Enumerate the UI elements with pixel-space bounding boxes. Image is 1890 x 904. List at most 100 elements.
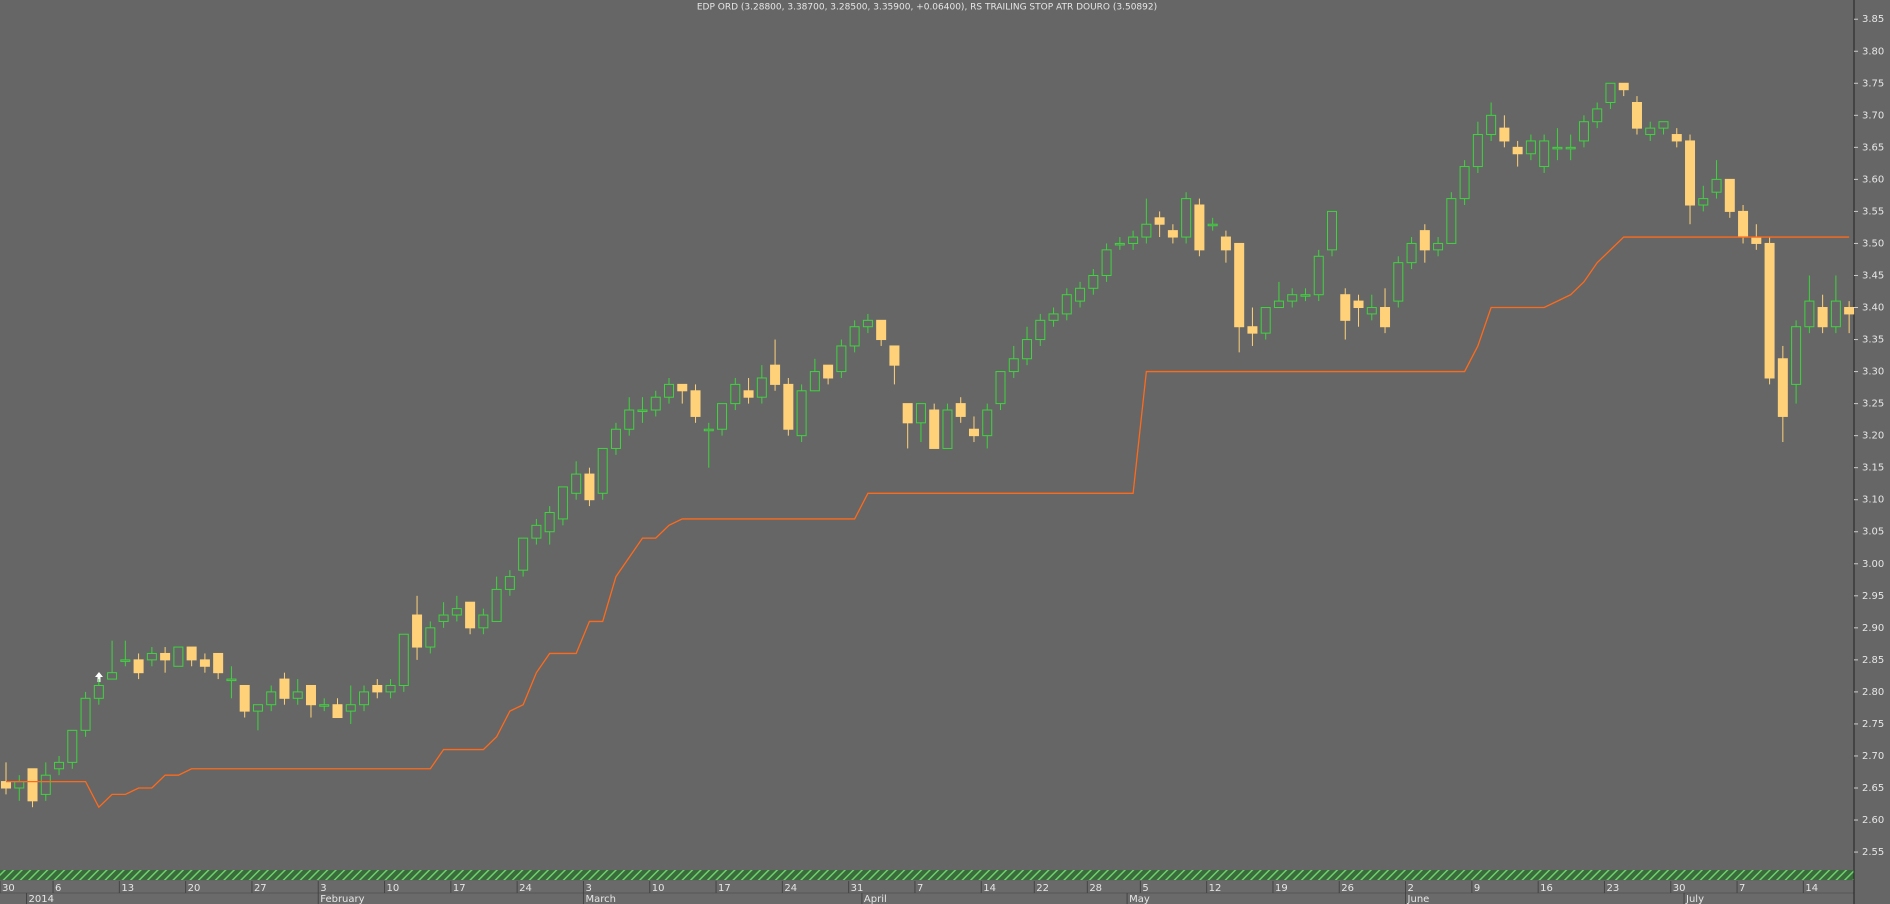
candle-body [1340,294,1351,321]
candle-body [438,614,449,622]
x-tick-label: 17 [718,883,731,894]
y-tick-label: 3.85 [1862,14,1884,25]
candle-body [239,684,250,712]
candle-body [226,678,237,682]
candle-body [491,588,502,622]
candle-body [279,678,290,699]
candle-body [451,608,462,616]
candle-body [425,627,436,648]
month-label: June [1407,894,1430,904]
candle-body [1353,300,1364,309]
y-tick-label: 3.65 [1862,142,1884,153]
candle-body [1724,178,1735,212]
y-tick-label: 2.65 [1862,783,1884,794]
candle-body [385,684,396,693]
y-tick-label: 3.40 [1862,303,1884,314]
y-tick-label: 2.60 [1862,815,1884,826]
y-tick-label: 3.55 [1862,206,1884,217]
candle-body [1287,294,1298,302]
candle-body [677,383,688,392]
y-tick-label: 3.75 [1862,78,1884,89]
candle-body [252,704,263,712]
candle-body [876,319,887,341]
candle-body [266,691,277,706]
candle-body [902,403,913,424]
y-tick-label: 3.05 [1862,527,1884,538]
x-tick-label: 24 [519,883,532,894]
candle-body [942,409,953,449]
y-tick-label: 3.35 [1862,335,1884,346]
candle-body [93,684,104,699]
candle-body [1300,294,1311,297]
y-tick-label: 3.20 [1862,431,1884,442]
candle-body [160,652,171,661]
candle-body [186,646,197,661]
candle-body [1618,82,1629,91]
candle-body [557,486,568,520]
candle-body [783,383,794,430]
x-tick-label: 5 [1142,883,1148,894]
candle-body [332,704,343,719]
month-label: April [864,894,887,904]
candle-body [199,659,210,667]
x-tick-label: 22 [1036,883,1049,894]
candle-body [1022,339,1033,360]
candle-body [1751,236,1762,244]
candle-body [637,409,648,413]
candle-body [703,428,714,432]
candle-body [1525,140,1536,155]
candle-body [730,383,741,405]
y-tick-label: 3.15 [1862,463,1884,474]
candle-body [982,409,993,437]
candle-body [1075,287,1086,302]
candle-body [650,396,661,411]
candle-body [1234,242,1245,328]
candle-body [1101,249,1112,276]
candle-body [1313,255,1324,296]
candle-body [531,524,542,539]
candle-body [213,652,224,674]
candle-body [1220,236,1231,251]
candle-body [1380,307,1391,328]
candle-body [849,326,860,347]
x-tick-label: 10 [652,883,665,894]
y-tick-label: 3.80 [1862,46,1884,57]
candle-body [1605,82,1616,104]
candle-body [1645,127,1656,136]
candle-body [54,761,65,770]
x-tick-label: 19 [1275,883,1288,894]
candle-body [1247,326,1258,334]
candle-body [1061,294,1072,315]
candle-body [292,691,303,699]
y-tick-label: 2.95 [1862,591,1884,602]
month-label: March [585,894,615,904]
candle-body [1565,146,1576,150]
candle-body [664,383,674,398]
y-tick-label: 2.85 [1862,655,1884,666]
y-tick-label: 2.55 [1862,847,1884,858]
y-tick-label: 3.60 [1862,174,1884,185]
candle-body [1008,358,1019,373]
candle-body [1791,326,1802,385]
candle-body [1366,307,1377,315]
candle-body [67,729,78,763]
candle-body [1141,223,1152,238]
y-tick-label: 3.25 [1862,399,1884,410]
candle-body [1817,307,1828,328]
candle-body [1128,236,1139,244]
x-tick-label: 31 [851,883,864,894]
candle-body [345,704,356,712]
x-tick-label: 7 [917,883,923,894]
candle-body [690,390,701,417]
month-label: 2014 [29,894,54,904]
x-tick-label: 3 [320,883,326,894]
candle-body [1,781,11,789]
x-tick-label: 12 [1209,883,1222,894]
x-tick-label: 24 [784,883,797,894]
candle-body [1327,210,1337,251]
candle-body [1048,313,1059,321]
candle-body [133,659,144,674]
candle-body [1088,274,1099,289]
